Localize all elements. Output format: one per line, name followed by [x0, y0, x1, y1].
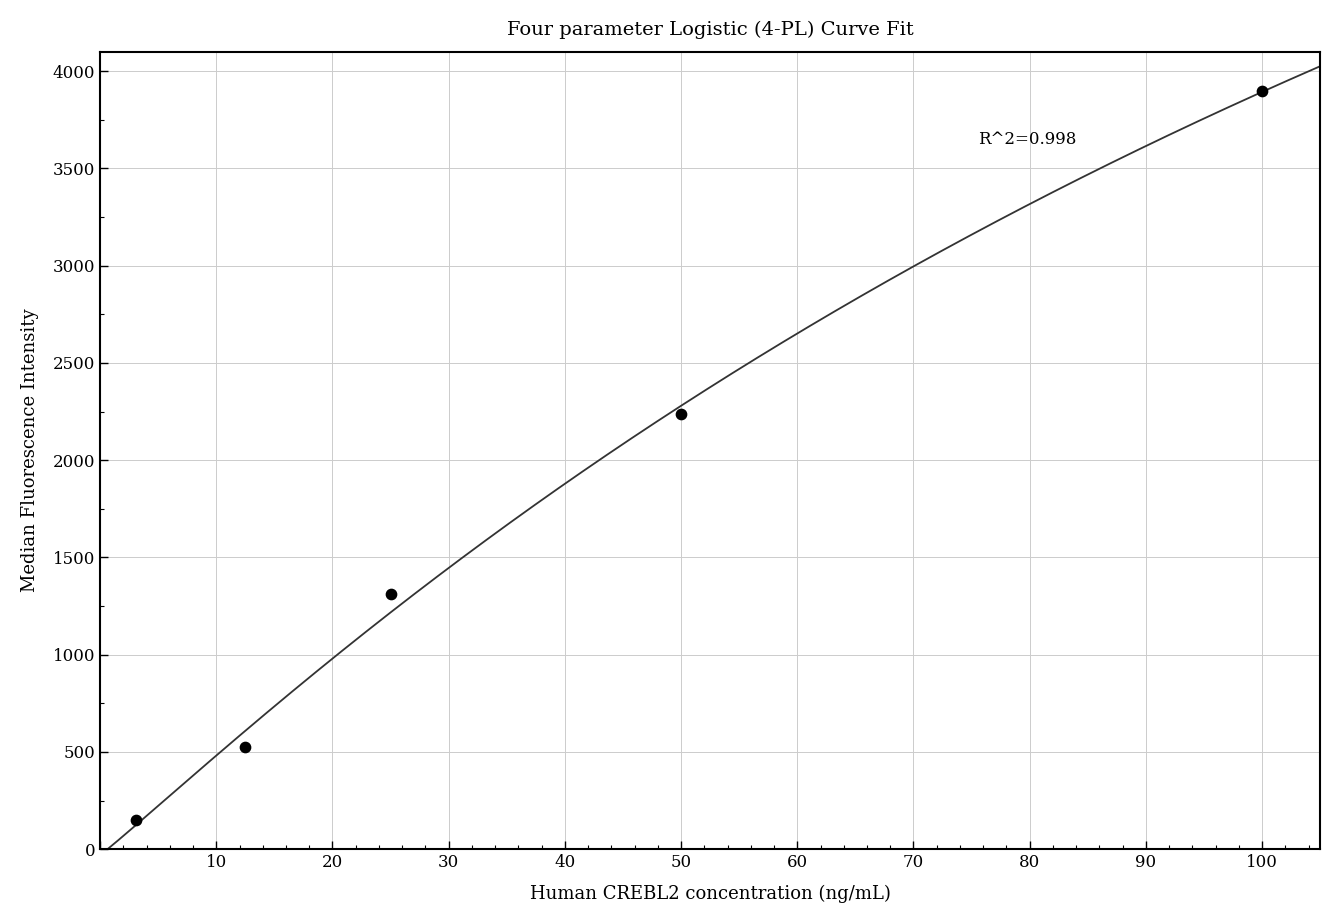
Point	[380, 587, 401, 602]
Point	[670, 407, 692, 421]
X-axis label: Human CREBL2 concentration (ng/mL): Human CREBL2 concentration (ng/mL)	[530, 885, 890, 903]
Y-axis label: Median Fluorescence Intensity: Median Fluorescence Intensity	[21, 309, 39, 592]
Point	[126, 812, 148, 827]
Text: R^2=0.998: R^2=0.998	[979, 131, 1077, 149]
Title: Four parameter Logistic (4-PL) Curve Fit: Four parameter Logistic (4-PL) Curve Fit	[507, 21, 913, 39]
Point	[235, 740, 256, 755]
Point	[1251, 83, 1273, 98]
